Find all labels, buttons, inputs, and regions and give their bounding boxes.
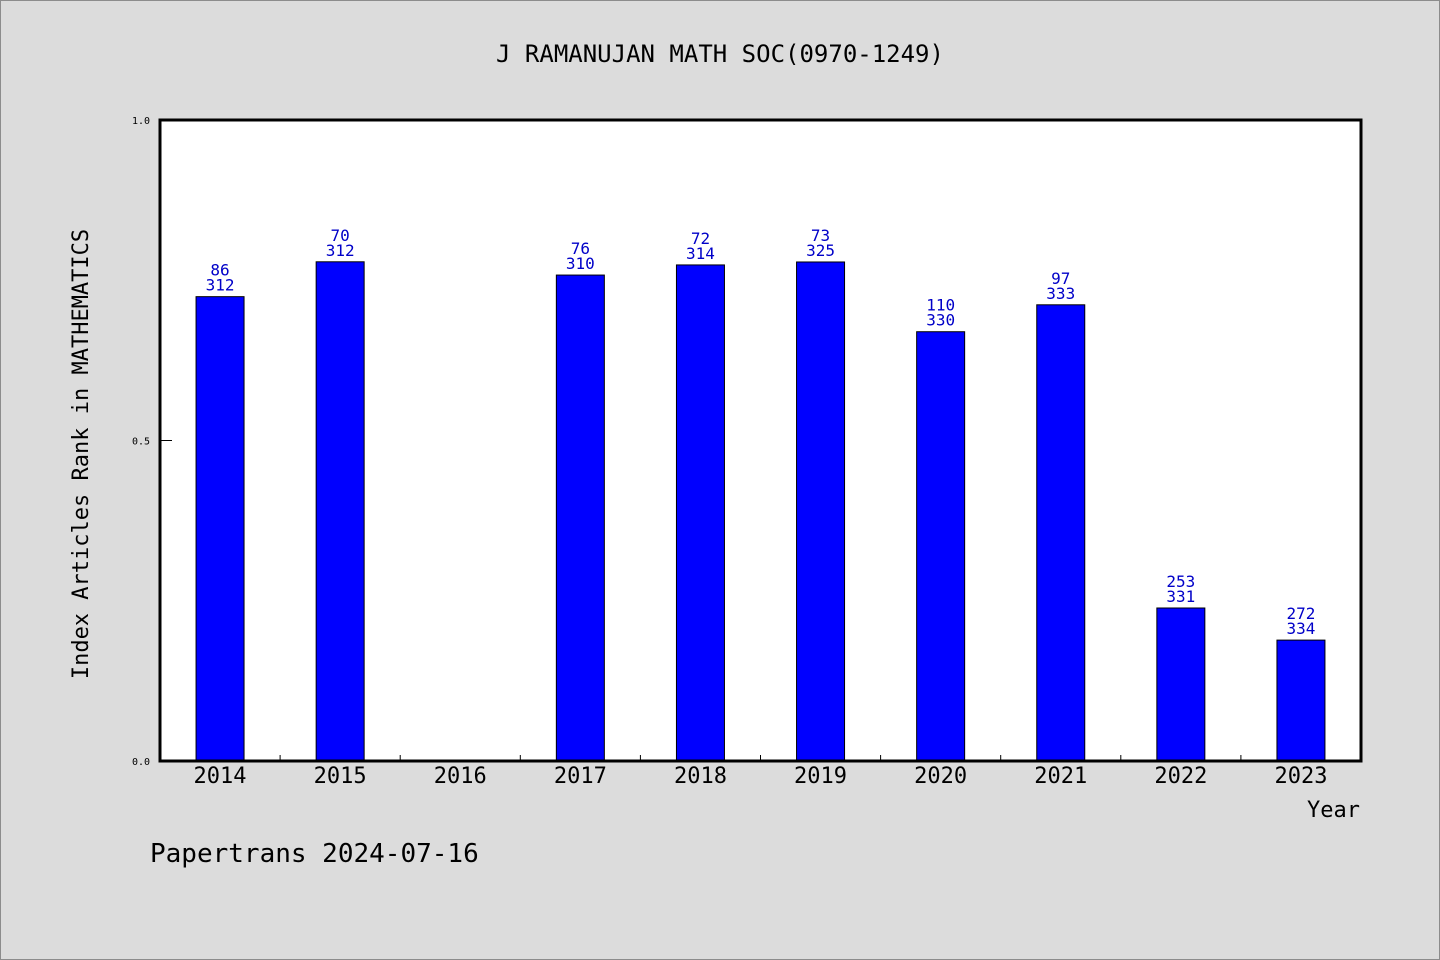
footer-credit: Papertrans 2024-07-16	[150, 839, 479, 869]
total-label: 312	[326, 241, 355, 260]
bars	[195, 261, 1326, 762]
total-label: 334	[1286, 619, 1315, 638]
x-tick-label: 2023	[1274, 764, 1327, 789]
rank-label: 73	[811, 226, 830, 245]
total-label: 310	[566, 254, 595, 273]
x-tick-label: 2014	[194, 764, 247, 789]
chart-title: J RAMANUJAN MATH SOC(0970-1249)	[496, 40, 944, 68]
x-tick-label: 2020	[914, 764, 967, 789]
bar-2018	[675, 264, 725, 762]
y-tick-label: 0.0	[132, 757, 150, 768]
x-tick-label: 2022	[1154, 764, 1207, 789]
x-tick-label: 2016	[434, 764, 487, 789]
x-tick-label: 2015	[314, 764, 367, 789]
total-label: 330	[926, 311, 955, 330]
rank-label: 76	[571, 239, 590, 258]
total-label: 325	[806, 241, 835, 260]
bar-2019	[796, 261, 846, 762]
rank-label: 253	[1166, 572, 1195, 591]
bar-2014	[195, 296, 245, 762]
total-label: 333	[1046, 284, 1075, 303]
total-label: 314	[686, 244, 715, 263]
y-tick-label: 0.5	[132, 437, 150, 448]
x-tick-label: 2021	[1034, 764, 1087, 789]
rank-label: 86	[210, 261, 229, 280]
bar-2017	[555, 274, 605, 762]
total-label: 312	[206, 276, 235, 295]
bar-2022	[1156, 607, 1206, 762]
bar-2015	[315, 261, 365, 762]
x-tick-label: 2019	[794, 764, 847, 789]
x-tick-label: 2018	[674, 764, 727, 789]
x-axis-label: Year	[1307, 798, 1360, 823]
x-tick-label: 2017	[554, 764, 607, 789]
bar-2021	[1036, 304, 1086, 762]
y-axis-label: Index Articles Rank in MATHEMATICS	[69, 229, 94, 679]
x-axis-ticks: 2014 2015 2016 2017 2018 2019 2020 2021 2022 2023	[194, 755, 1327, 789]
total-label: 331	[1166, 587, 1195, 606]
rank-label: 110	[926, 296, 955, 315]
y-tick-label: 1.0	[132, 116, 150, 127]
rank-label: 72	[691, 229, 710, 248]
rank-label: 272	[1286, 604, 1315, 623]
rank-label: 97	[1051, 269, 1070, 288]
bar-2020	[916, 331, 966, 762]
bar-2023	[1276, 639, 1326, 762]
rank-label: 70	[331, 226, 350, 245]
